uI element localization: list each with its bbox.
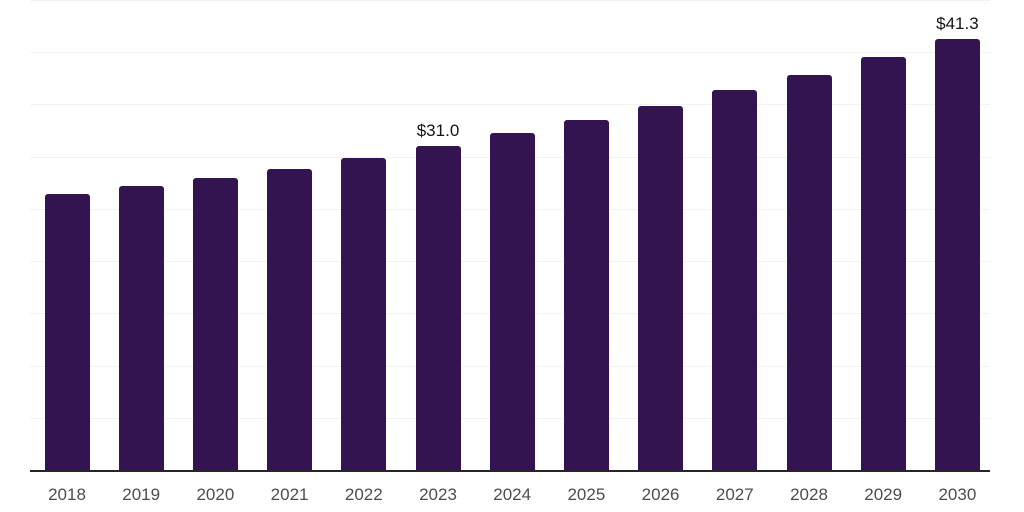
bar-2022 [341, 157, 387, 470]
x-tick-label-2029: 2029 [864, 485, 903, 504]
x-tick-label-2026: 2026 [641, 485, 680, 504]
bar-value-label-2030: $41.3 [936, 13, 979, 33]
bar-2025 [563, 120, 609, 470]
x-tick-label-2022: 2022 [344, 485, 383, 504]
x-tick-label-2018: 2018 [48, 485, 86, 504]
gridline [30, 0, 990, 1]
bar-2018 [44, 194, 90, 470]
x-tick-label-2028: 2028 [790, 485, 828, 504]
gridline [30, 52, 990, 54]
plot-area: $31.0 $41.3 [30, 0, 990, 470]
x-tick-label-2021: 2021 [270, 485, 309, 504]
bar-value-label-2023: $31.0 [416, 121, 460, 141]
x-tick-label-2030: 2030 [938, 485, 977, 504]
x-tick-label-2025: 2025 [567, 485, 606, 504]
bar-2029 [860, 57, 906, 470]
bar-2019 [118, 185, 164, 470]
gridline [30, 104, 990, 106]
bar-2026 [638, 105, 684, 470]
x-tick-label-2024: 2024 [493, 485, 532, 504]
bar-2021 [267, 169, 313, 470]
x-tick-label-2020: 2020 [196, 485, 235, 504]
x-axis-line [30, 470, 990, 472]
bar-2023 [415, 146, 461, 470]
x-tick-label-2019: 2019 [122, 485, 161, 504]
bar-2020 [192, 177, 238, 470]
bar-2024 [489, 132, 535, 470]
bar-2027 [712, 89, 758, 470]
x-tick-label-2027: 2027 [715, 485, 754, 504]
x-tick-label-2023: 2023 [419, 485, 457, 504]
bar-2030 [934, 38, 980, 470]
bar-2028 [786, 75, 832, 470]
